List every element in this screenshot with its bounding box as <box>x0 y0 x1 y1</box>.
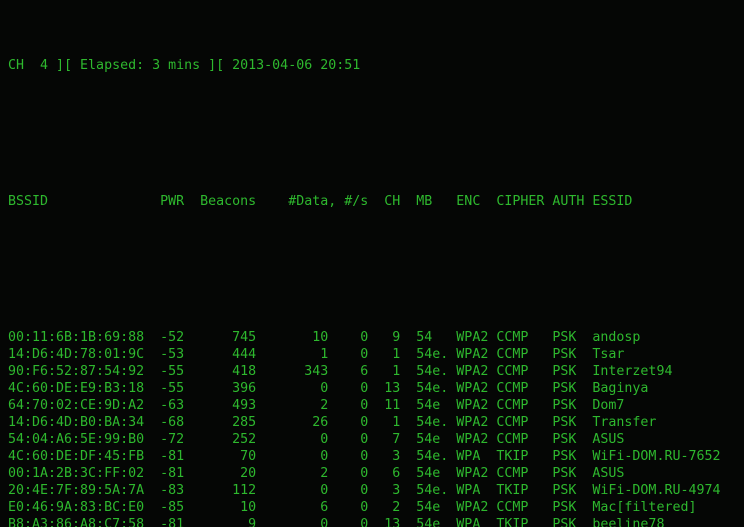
ap-row: 64:70:02:CE:9D:A2 -63 493 2 0 11 54e WPA… <box>8 398 721 413</box>
ap-table: 00:11:6B:1B:69:88 -52 745 10 0 9 54 WPA2… <box>8 329 744 527</box>
ap-row: 4C:60:DE:E9:B3:18 -55 396 0 0 13 54e. WP… <box>8 381 721 396</box>
blank-line <box>8 125 744 142</box>
ap-row: 14:D6:4D:B0:BA:34 -68 285 26 0 1 54e. WP… <box>8 415 721 430</box>
ap-table-header: BSSID PWR Beacons #Data, #/s CH MB ENC C… <box>8 194 641 209</box>
ap-row: 54:04:A6:5E:99:B0 -72 252 0 0 7 54e WPA2… <box>8 432 721 447</box>
ap-row: E0:46:9A:83:BC:E0 -85 10 6 0 2 54e WPA2 … <box>8 500 721 515</box>
ap-row: 00:11:6B:1B:69:88 -52 745 10 0 9 54 WPA2… <box>8 330 721 345</box>
ap-row: B8:A3:86:A8:C7:58 -81 9 0 0 13 54e WPA T… <box>8 517 721 527</box>
ap-row: 20:4E:7F:89:5A:7A -83 112 0 0 3 54e. WPA… <box>8 483 721 498</box>
blank-line <box>8 261 744 278</box>
ap-row: 4C:60:DE:DF:45:FB -81 70 0 0 3 54e. WPA … <box>8 449 721 464</box>
ap-row: 14:D6:4D:78:01:9C -53 444 1 0 1 54e. WPA… <box>8 347 721 362</box>
ap-row: 90:F6:52:87:54:92 -55 418 343 6 1 54e. W… <box>8 364 721 379</box>
status-bar: CH 4 ][ Elapsed: 3 mins ][ 2013-04-06 20… <box>8 58 361 73</box>
ap-row: 00:1A:2B:3C:FF:02 -81 20 2 0 6 54e WPA2 … <box>8 466 721 481</box>
